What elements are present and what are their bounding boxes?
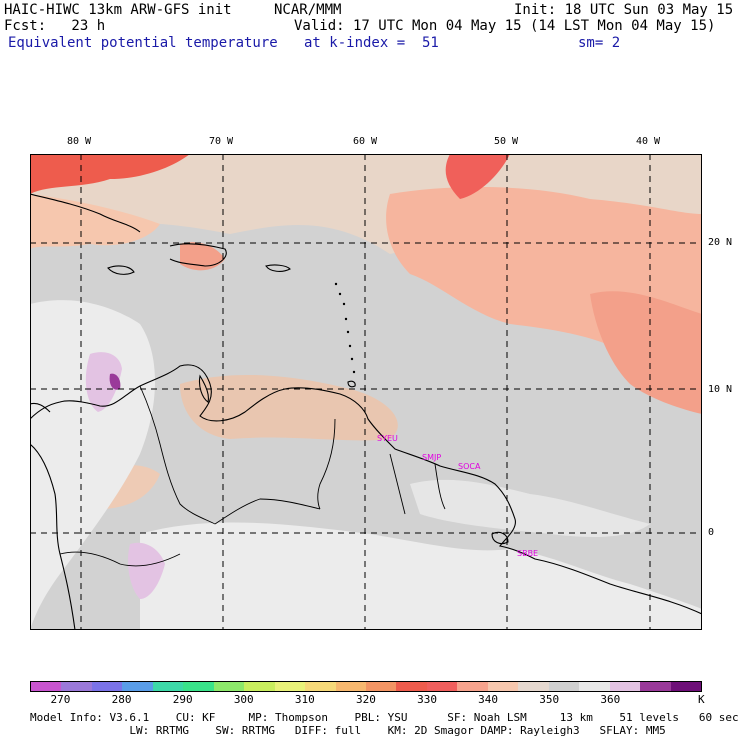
- coast-panama: [30, 402, 51, 413]
- theta-e-map: SYEU SMJP SOCA SBBE: [30, 154, 702, 630]
- init-time: Init: 18 UTC Sun 03 May 15: [514, 2, 734, 18]
- lon-label-40w: 40 W: [636, 136, 661, 147]
- coast-jamaica: [107, 265, 135, 275]
- colorbar-tick-label: 280: [111, 693, 132, 706]
- colorbar-swatch: [183, 682, 214, 691]
- colorbar-tick-label: 330: [417, 693, 437, 706]
- lat-label-0: 0: [708, 527, 715, 538]
- colorbar-swatch: [152, 682, 184, 691]
- shade-lavender-south: [128, 542, 165, 599]
- coast-puerto-rico: [265, 264, 291, 272]
- coast-marajo: [491, 531, 509, 545]
- lon-label-80w: 80 W: [67, 136, 92, 147]
- colorbar-swatch: [122, 682, 153, 691]
- shade-salmon-east: [590, 291, 702, 414]
- border-colombia-south: [59, 551, 181, 567]
- forecast-hour: Fcst: 23 h: [4, 18, 106, 34]
- lon-label-50w: 50 W: [494, 136, 519, 147]
- colorbar-swatch: [457, 682, 488, 691]
- border-venezuela-colombia: [139, 385, 216, 525]
- smoothing-label: sm= 2: [578, 35, 621, 51]
- coast-west-sa: [30, 443, 76, 630]
- colorbar-tick-label: 350: [539, 693, 560, 706]
- colorbar-tick-label: 320: [356, 693, 376, 706]
- station-syeu: SYEU: [377, 434, 398, 443]
- colorbar-swatch: [579, 682, 610, 691]
- colorbar-tick-label: 310: [294, 693, 315, 706]
- org-label: NCAR/MMM: [274, 2, 342, 18]
- shade-light-west: [30, 300, 155, 630]
- colorbar-swatch: [31, 682, 62, 691]
- shade-light-south: [140, 522, 702, 630]
- shade-peach-west: [30, 194, 160, 249]
- graticule: [30, 154, 702, 630]
- lon-label-70w: 70 W: [209, 136, 234, 147]
- colorbar-swatch: [640, 682, 671, 691]
- colorbar-swatch: [487, 682, 519, 691]
- coast-cuba: [30, 193, 141, 233]
- model-info-line2: LW: RRTMG SW: RRTMG DIFF: full KM: 2D Sm…: [30, 724, 666, 737]
- field-name: Equivalent potential temperature: [8, 35, 278, 51]
- colorbar-swatch: [274, 682, 306, 691]
- shade-red-north: [30, 154, 190, 194]
- border-guyana-suriname: [389, 453, 406, 515]
- colorbar-swatch: [335, 682, 366, 691]
- station-sbbe: SBBE: [517, 549, 538, 558]
- colorbar-swatch: [548, 682, 580, 691]
- colorbar-swatch: [518, 682, 549, 691]
- colorbar-tick-label: 300: [233, 693, 254, 706]
- shade-light-mid: [410, 479, 650, 537]
- model-info-line1: Model Info: V3.6.1 CU: KF MP: Thompson P…: [30, 711, 739, 724]
- colorbar-swatch: [426, 682, 458, 691]
- colorbar-tick-label: 290: [172, 693, 193, 706]
- coast-hispaniola: [169, 243, 227, 267]
- colorbar-unit: K: [698, 693, 705, 706]
- colorbar-swatch: [244, 682, 275, 691]
- shade-red-hispaniola: [180, 242, 225, 271]
- colorbar-tick-label: 340: [478, 693, 499, 706]
- colorbar-swatch: [213, 682, 245, 691]
- colorbar: [30, 681, 702, 692]
- colorbar-swatch: [609, 682, 641, 691]
- colorbar-swatch: [61, 682, 92, 691]
- valid-time: Valid: 17 UTC Mon 04 May 15 (14 LST Mon …: [294, 18, 716, 34]
- coast-maracaibo: [198, 374, 209, 403]
- station-soca: SOCA: [458, 462, 481, 471]
- colorbar-swatch: [365, 682, 397, 691]
- lesser-antilles: [334, 282, 356, 374]
- shade-red-northeast: [445, 154, 510, 199]
- stations: SYEU SMJP SOCA SBBE: [377, 434, 538, 558]
- lon-label-60w: 60 W: [353, 136, 378, 147]
- country-borders: [59, 385, 446, 567]
- coast-island-trinidad: [347, 380, 356, 388]
- model-title: HAIC-HIWC 13km ARW-GFS init: [4, 2, 232, 18]
- lat-label-10n: 10 N: [708, 384, 733, 395]
- colorbar-swatch: [396, 682, 427, 691]
- shade-lavender-colombia: [85, 352, 122, 412]
- map-frame: [30, 154, 702, 630]
- border-venezuela-guyana: [317, 418, 336, 510]
- colorbar-swatch: [305, 682, 336, 691]
- colorbar-swatch: [670, 682, 701, 691]
- station-smjp: SMJP: [422, 453, 441, 462]
- level-label: at k-index = 51: [304, 35, 439, 51]
- lat-label-20n: 20 N: [708, 237, 733, 248]
- border-venezuela-brazil: [214, 498, 321, 525]
- coastlines: [30, 193, 702, 630]
- colorbar-swatch: [91, 682, 123, 691]
- colorbar-tick-label: 360: [600, 693, 621, 706]
- shade-purple-colombia: [109, 373, 121, 390]
- colorbar-tick-label: 270: [50, 693, 71, 706]
- border-suriname-fg: [434, 463, 446, 510]
- shade-peach-central: [180, 374, 398, 441]
- coast-north-sa: [30, 364, 702, 615]
